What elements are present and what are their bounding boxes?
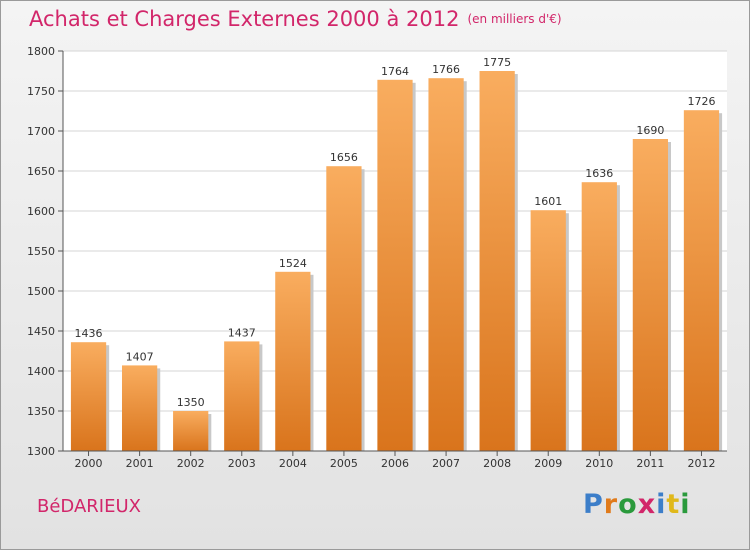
data-label: 1726 — [687, 95, 715, 108]
bar — [683, 110, 720, 451]
data-label: 1437 — [228, 326, 256, 339]
x-tick-label: 2004 — [279, 457, 307, 470]
axes: 1300 1350 1400 1450 1500 1550 1600 1650 1700 1750… — [27, 45, 727, 470]
x-tick-label: 2011 — [636, 457, 664, 470]
bar — [326, 166, 362, 451]
bar — [428, 78, 464, 451]
y-tick-label: 1700 — [27, 125, 55, 138]
y-tick-label: 1350 — [27, 405, 55, 418]
chart-subtitle: (en milliers d'€) — [467, 12, 562, 26]
proxiti-logo: Proxiti — [583, 489, 691, 520]
bar — [632, 139, 669, 451]
x-tick-label: 2001 — [126, 457, 154, 470]
data-label: 1656 — [330, 151, 358, 164]
logo-letter: r — [603, 489, 619, 520]
data-label: 1764 — [381, 65, 409, 78]
logo-letter: P — [583, 489, 604, 520]
x-tick-label: 2010 — [585, 457, 613, 470]
x-tick-label: 2008 — [483, 457, 511, 470]
bar — [121, 365, 158, 451]
y-tick-label: 1450 — [27, 325, 55, 338]
logo-letter: t — [666, 489, 681, 520]
bar — [173, 411, 209, 451]
bar — [581, 182, 617, 451]
y-tick-label: 1300 — [27, 445, 55, 458]
logo-letter: i — [656, 489, 667, 520]
bar — [224, 341, 260, 451]
data-label: 1407 — [126, 350, 154, 363]
chart-title: Achats et Charges Externes 2000 à 2012 (e… — [29, 7, 562, 31]
bar — [530, 210, 566, 451]
y-tick-label: 1650 — [27, 165, 55, 178]
logo-letter: i — [680, 489, 691, 520]
y-tick-label: 1400 — [27, 365, 55, 378]
data-label: 1350 — [177, 396, 205, 409]
y-tick-label: 1550 — [27, 245, 55, 258]
bar — [479, 71, 515, 451]
y-tick-label: 1500 — [27, 285, 55, 298]
x-tick-label: 2009 — [534, 457, 562, 470]
data-label: 1524 — [279, 257, 307, 270]
y-tick-label: 1600 — [27, 205, 55, 218]
x-tick-label: 2007 — [432, 457, 460, 470]
data-label: 1601 — [534, 195, 562, 208]
x-tick-label: 2012 — [687, 457, 715, 470]
logo-letter: o — [618, 489, 638, 520]
x-tick-label: 2005 — [330, 457, 358, 470]
data-label: 1690 — [636, 124, 664, 137]
x-tick-label: 2000 — [75, 457, 103, 470]
x-tick-label: 2006 — [381, 457, 409, 470]
data-label: 1636 — [585, 167, 613, 180]
y-tick-label: 1800 — [27, 45, 55, 58]
bar — [275, 271, 311, 451]
data-label: 1775 — [483, 56, 511, 69]
bars: 1436 1407 1350 1437 1524 1656 1764 1766 1775 1601… — [70, 56, 723, 452]
data-label: 1766 — [432, 63, 460, 76]
x-tick-label: 2003 — [228, 457, 256, 470]
logo-letter: x — [637, 489, 657, 520]
title-text: Achats et Charges Externes 2000 à 2012 — [29, 7, 460, 31]
data-label: 1436 — [75, 327, 103, 340]
town-name: BéDARIEUX — [37, 496, 141, 517]
bar — [70, 342, 107, 451]
x-tick-label: 2002 — [177, 457, 205, 470]
y-tick-label: 1750 — [27, 85, 55, 98]
bar — [377, 79, 413, 452]
